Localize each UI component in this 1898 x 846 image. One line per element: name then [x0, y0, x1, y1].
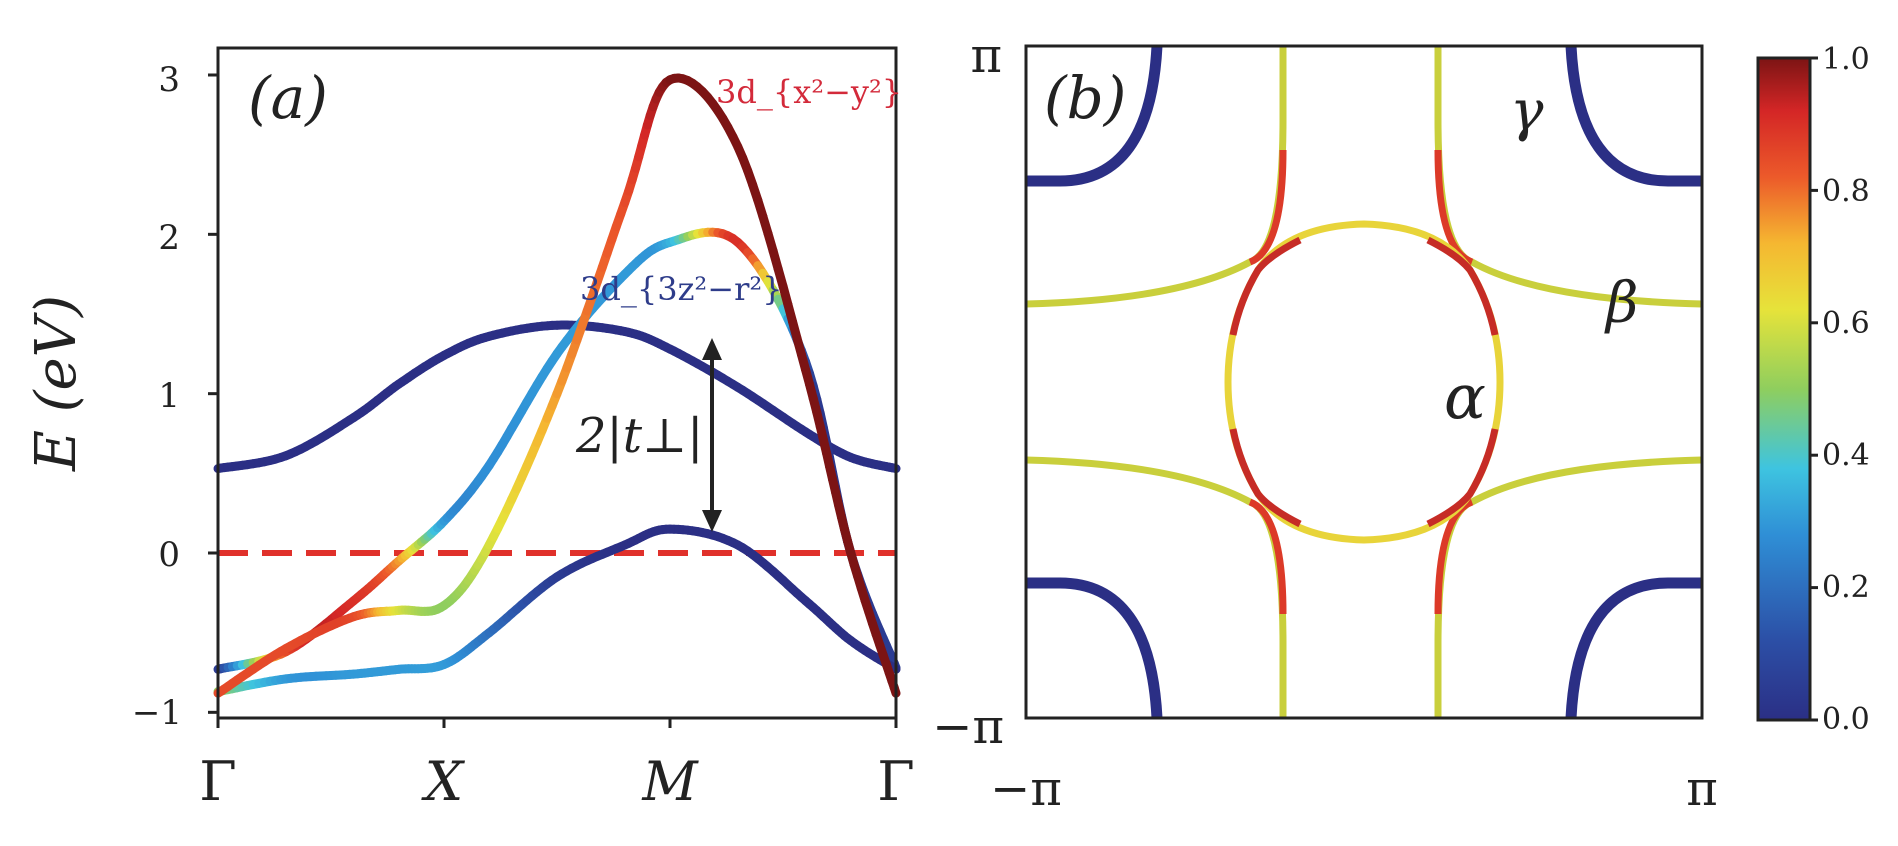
- gamma-pocket: [1026, 46, 1163, 187]
- colorbar-tick-label: 0.6: [1822, 306, 1870, 341]
- gap-arrow: [702, 338, 722, 532]
- panel-label: (b): [1044, 64, 1126, 132]
- alpha-sheet-red: [1229, 236, 1302, 336]
- x-tick-label: π: [1686, 761, 1718, 817]
- fermi-surface-sheets: [1026, 46, 1702, 718]
- beta-label: β: [1604, 271, 1638, 336]
- gamma-pocket: [1026, 577, 1163, 718]
- panel-b-frame: [1024, 44, 1704, 720]
- beta-sheet-red: [1248, 498, 1287, 615]
- y-tick-label: 0: [158, 535, 180, 575]
- colorbar-gradient: [1756, 56, 1812, 722]
- colorbar-tick-label: 0.2: [1822, 570, 1870, 605]
- beta-sheet-red: [1248, 149, 1287, 266]
- orbital-label-dx2y2: 3d_{x²−y²}: [716, 73, 902, 111]
- x-tick-label: M: [641, 750, 699, 813]
- colorbar-tick-label: 0.0: [1822, 702, 1870, 737]
- x-tick-label: X: [421, 750, 466, 813]
- y-axis-label: E (eV): [24, 295, 89, 472]
- colorbar-tick-label: 0.8: [1822, 174, 1870, 209]
- panel-label: (a): [248, 64, 328, 132]
- band-structure-panel: 3 2 1 0 −1 Γ X M Γ E (eV) (a) 3d_{x²−y²}…: [24, 46, 915, 813]
- y-tick-label: −π: [932, 699, 1004, 755]
- y-tick-label: 2: [158, 218, 180, 258]
- x-tick-label: −π: [990, 761, 1062, 817]
- y-tick-label: 3: [158, 60, 180, 100]
- y-tick-label: π: [970, 28, 1002, 84]
- y-tick-label: 1: [158, 376, 180, 416]
- alpha-sheet-red: [1426, 428, 1499, 528]
- colorbar-ticks: [1810, 56, 1818, 722]
- colorbar-tick-label: 1.0: [1822, 42, 1870, 77]
- gap-label: 2|t⊥|: [575, 408, 703, 464]
- alpha-label: α: [1444, 360, 1486, 433]
- x-tick-label: Γ: [199, 750, 236, 813]
- colorbar-tick-label: 0.4: [1822, 438, 1870, 473]
- panel-a-ticks: [208, 73, 898, 728]
- x-tick-label: Γ: [877, 750, 914, 813]
- alpha-sheet-red: [1229, 428, 1302, 528]
- gamma-pocket: [1565, 577, 1702, 718]
- alpha-sheet-red: [1426, 236, 1499, 336]
- orbital-label-dz2: 3d_{3z²−r²}: [580, 270, 783, 308]
- gamma-pocket: [1565, 46, 1702, 187]
- gamma-label: γ: [1510, 79, 1544, 144]
- colorbar: 1.0 0.8 0.6 0.4 0.2 0.0: [1756, 42, 1870, 737]
- fermi-surface-panel: π −π −π π (b) γ β α: [932, 28, 1718, 817]
- y-tick-label: −1: [132, 693, 182, 733]
- panel-a-frame: [216, 46, 898, 720]
- band-curves: [213, 73, 901, 698]
